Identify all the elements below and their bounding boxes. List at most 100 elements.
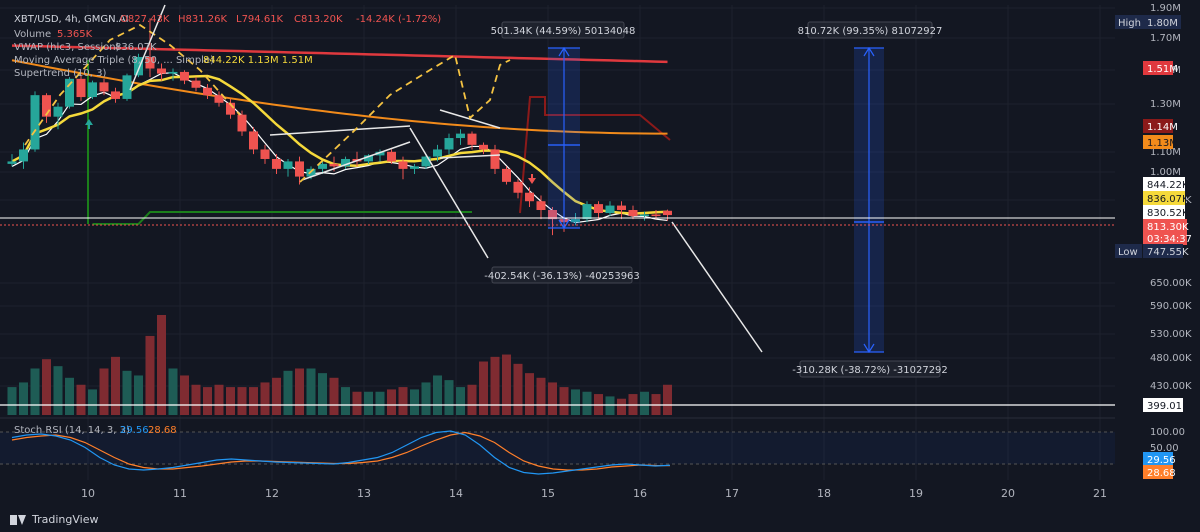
- volume-bar: [295, 368, 304, 415]
- time-tick-label: 19: [909, 487, 923, 500]
- time-tick-label: 21: [1093, 487, 1107, 500]
- tradingview-logo[interactable]: TradingView: [10, 513, 98, 526]
- volume-bar: [76, 384, 86, 415]
- high-price-label: 1.80M: [1147, 18, 1178, 29]
- low-tag: Low: [1118, 247, 1138, 258]
- trend-line-down: [409, 127, 489, 259]
- price-tick-label: 1.90M: [1150, 3, 1181, 14]
- volume-bar: [364, 391, 373, 415]
- stoch-k-value-label: 29.56: [1147, 455, 1176, 466]
- legend-indicator-value: 836.07K: [115, 42, 157, 53]
- stoch-d-value-label-bg: [1143, 465, 1173, 479]
- candle-body: [628, 210, 638, 217]
- projection-dashed-right: [299, 53, 511, 183]
- candle-body: [260, 149, 270, 159]
- volume-bar: [525, 373, 534, 415]
- candle-body: [237, 114, 247, 132]
- candle-body: [53, 106, 63, 117]
- legend-ohlc-value: O827.43K: [120, 14, 170, 25]
- volume-bar: [640, 391, 649, 415]
- volume-bar: [168, 368, 178, 415]
- stoch-d-value-label: 28.68: [1147, 468, 1176, 479]
- rsi-legend-label: Stoch RSI (14, 14, 3, 3): [14, 425, 130, 436]
- measure-arrow-head: [558, 219, 570, 230]
- measure-arrow-head: [863, 343, 875, 354]
- current-price-label: 813.30K: [1147, 222, 1189, 233]
- volume-bar: [53, 366, 63, 415]
- sell-arrow-icon: [528, 174, 536, 184]
- ma-fast-price-label-bg: [1143, 177, 1185, 191]
- candle-body: [525, 192, 534, 202]
- candle-body: [640, 214, 649, 217]
- stoch-k-line: [11, 430, 671, 475]
- measure-label: -310.28K (-38.72%) -31027292: [792, 365, 948, 376]
- candle-body: [249, 131, 258, 150]
- countdown-label: 03:34:37: [1147, 234, 1192, 245]
- volume-bar: [456, 387, 465, 415]
- candle-body: [134, 57, 143, 76]
- countdown-label-bg: [1143, 231, 1187, 245]
- support-price-label: 399.01K: [1147, 401, 1189, 412]
- volume-bar: [134, 375, 143, 415]
- legend-indicator-label: Supertrend (10, 3): [14, 68, 106, 79]
- volume-bar: [513, 363, 523, 415]
- price-tick-label: 530.00K: [1150, 329, 1192, 340]
- candle-body: [191, 80, 201, 88]
- ma-slow-price-label-bg: [1143, 61, 1173, 75]
- volume-bar: [65, 377, 74, 415]
- candle-body: [88, 82, 97, 98]
- ma-slow-price-label: 1.51M: [1147, 64, 1178, 75]
- buy-arrow-icon: [85, 119, 93, 129]
- candle-body: [341, 158, 350, 167]
- flag-bottom-line: [439, 154, 501, 159]
- candle-body: [548, 210, 557, 220]
- volume-bar: [375, 391, 385, 415]
- candle-body: [467, 133, 477, 145]
- candle-body: [398, 161, 408, 169]
- volume-bar: [559, 387, 569, 415]
- measure-arrow-head: [558, 46, 570, 57]
- candle-body: [444, 138, 454, 150]
- high-tag-bg: [1115, 15, 1145, 29]
- time-tick-label: 11: [173, 487, 187, 500]
- volume-bar: [19, 382, 28, 415]
- volume-bar: [42, 359, 51, 415]
- measure-label-bg: [501, 21, 625, 39]
- volume-bar: [283, 370, 293, 415]
- candle-body: [111, 91, 120, 99]
- rsi-tick-label: 50.00: [1150, 443, 1179, 454]
- projection-line-down: [671, 221, 763, 353]
- time-tick-label: 14: [449, 487, 463, 500]
- candle-body: [513, 181, 523, 193]
- time-tick-label: 13: [357, 487, 371, 500]
- candle-body: [42, 95, 51, 117]
- volume-bar: [582, 391, 592, 415]
- volume-bar: [479, 361, 488, 415]
- candle-body: [663, 210, 672, 216]
- candle-body: [168, 71, 178, 74]
- candle-body: [375, 151, 385, 156]
- candle-body: [30, 95, 40, 150]
- legend-ohlc-value: C813.20K: [294, 14, 343, 25]
- volume-bar: [157, 315, 166, 415]
- stoch-k-value-label-bg: [1143, 452, 1173, 466]
- channel-top-line: [269, 125, 411, 136]
- candle-body: [490, 149, 500, 169]
- candle-body: [272, 158, 281, 169]
- candle-body: [421, 156, 431, 167]
- tradingview-icon: [10, 514, 26, 525]
- legend-symbol: XBT/USD, 4h, GMGN.AI: [14, 14, 129, 25]
- legend-indicator-value: 844.22K 1.13M 1.51M: [203, 55, 313, 66]
- candle-body: [203, 87, 212, 96]
- legend-ohlc-value: -14.24K (-1.72%): [356, 14, 441, 25]
- drawings: 501.34K (44.59%) 50134048 -402.54K (-36.1…: [0, 4, 1115, 406]
- rsi-band: [0, 432, 1115, 464]
- measure-label: 501.34K (44.59%) 50134048: [491, 26, 636, 37]
- channel-bottom-line: [301, 141, 411, 181]
- axes: 1.90M1.70M1.50M1.30M1.10M1.00M900.00K650…: [81, 0, 1200, 510]
- measure-label-bg: [807, 21, 933, 39]
- volume-bar: [433, 375, 442, 415]
- level-price-label: 830.52K: [1147, 208, 1189, 219]
